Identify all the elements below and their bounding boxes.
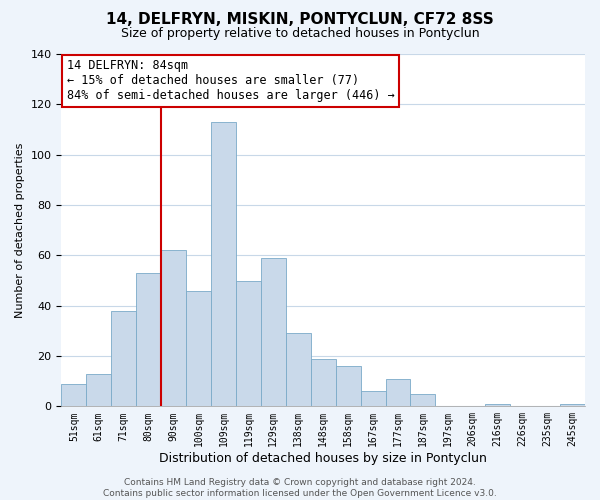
Bar xyxy=(111,310,136,406)
Bar xyxy=(286,334,311,406)
Bar xyxy=(386,378,410,406)
Bar xyxy=(485,404,510,406)
Bar xyxy=(560,404,585,406)
Bar xyxy=(410,394,436,406)
Bar xyxy=(86,374,111,406)
Text: 14, DELFRYN, MISKIN, PONTYCLUN, CF72 8SS: 14, DELFRYN, MISKIN, PONTYCLUN, CF72 8SS xyxy=(106,12,494,28)
Bar xyxy=(61,384,86,406)
Bar xyxy=(335,366,361,406)
Bar xyxy=(211,122,236,406)
Bar xyxy=(236,280,261,406)
Bar xyxy=(186,290,211,406)
Text: Contains HM Land Registry data © Crown copyright and database right 2024.
Contai: Contains HM Land Registry data © Crown c… xyxy=(103,478,497,498)
Y-axis label: Number of detached properties: Number of detached properties xyxy=(15,142,25,318)
Bar xyxy=(136,273,161,406)
Text: 14 DELFRYN: 84sqm
← 15% of detached houses are smaller (77)
84% of semi-detached: 14 DELFRYN: 84sqm ← 15% of detached hous… xyxy=(67,60,394,102)
Text: Size of property relative to detached houses in Pontyclun: Size of property relative to detached ho… xyxy=(121,28,479,40)
Bar xyxy=(261,258,286,406)
Bar xyxy=(161,250,186,406)
X-axis label: Distribution of detached houses by size in Pontyclun: Distribution of detached houses by size … xyxy=(159,452,487,465)
Bar xyxy=(361,391,386,406)
Bar xyxy=(311,358,335,406)
